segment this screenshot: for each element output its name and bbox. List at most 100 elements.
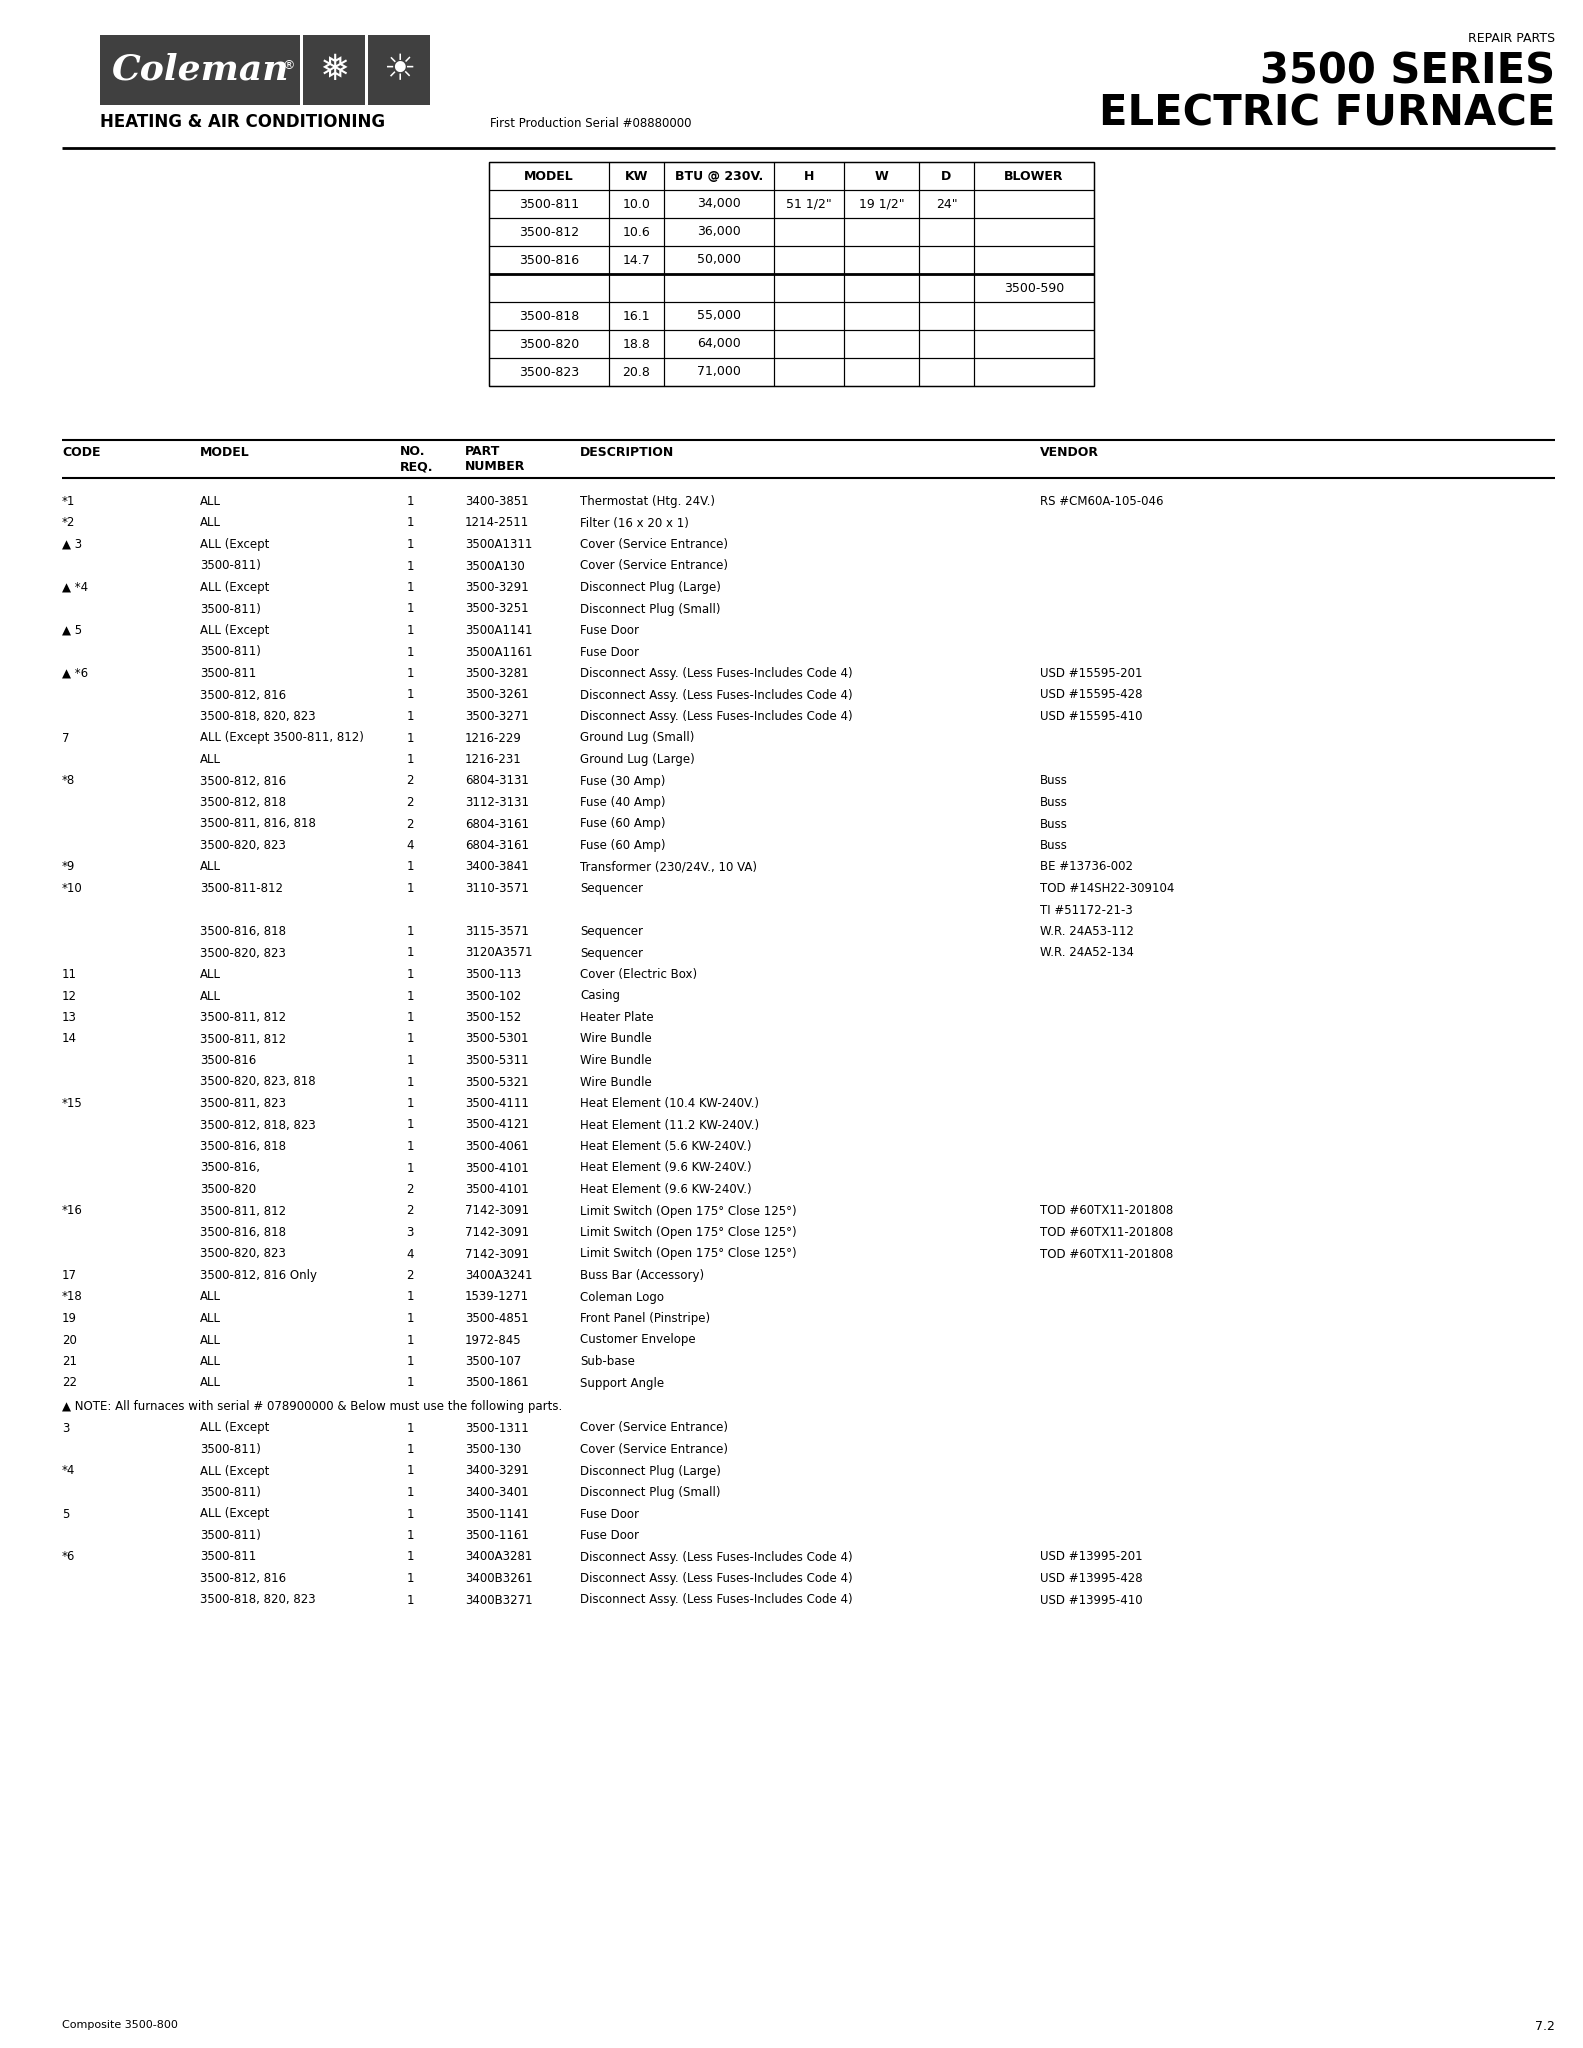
Text: 3500-811): 3500-811) xyxy=(199,1487,261,1499)
Text: 3500-811, 823: 3500-811, 823 xyxy=(199,1098,287,1110)
Text: 1: 1 xyxy=(407,926,413,938)
Bar xyxy=(663,217,774,246)
Text: 3500-811: 3500-811 xyxy=(199,1550,256,1563)
Text: 3500-113: 3500-113 xyxy=(465,969,521,981)
Text: NUMBER: NUMBER xyxy=(465,461,526,473)
Text: Heat Element (11.2 KW-240V.): Heat Element (11.2 KW-240V.) xyxy=(579,1118,760,1130)
Text: 3500-812, 816 Only: 3500-812, 816 Only xyxy=(199,1270,317,1282)
Text: 1972-845: 1972-845 xyxy=(465,1333,522,1346)
Text: 3500-820, 823: 3500-820, 823 xyxy=(199,946,287,961)
Text: 1: 1 xyxy=(407,1141,413,1153)
Text: 3400-3841: 3400-3841 xyxy=(465,860,529,874)
Bar xyxy=(844,246,920,274)
Text: 1: 1 xyxy=(407,1507,413,1520)
Bar xyxy=(920,301,974,330)
Text: 1: 1 xyxy=(407,688,413,702)
Text: *6: *6 xyxy=(62,1550,76,1563)
Text: 3500-811): 3500-811) xyxy=(199,602,261,616)
Text: 3500-818: 3500-818 xyxy=(519,309,579,322)
Text: ALL: ALL xyxy=(199,1356,222,1368)
Text: REQ.: REQ. xyxy=(400,461,434,473)
Text: Customer Envelope: Customer Envelope xyxy=(579,1333,695,1346)
Text: Disconnect Plug (Small): Disconnect Plug (Small) xyxy=(579,1487,720,1499)
Text: Disconnect Assy. (Less Fuses-Includes Code 4): Disconnect Assy. (Less Fuses-Includes Co… xyxy=(579,1573,853,1585)
Bar xyxy=(774,330,844,358)
Text: ALL: ALL xyxy=(199,1376,222,1389)
Text: D: D xyxy=(942,170,951,182)
Text: 3500-811, 812: 3500-811, 812 xyxy=(199,1204,287,1217)
Text: Casing: Casing xyxy=(579,989,621,1004)
Bar xyxy=(302,35,366,104)
Text: 3500 SERIES: 3500 SERIES xyxy=(1260,49,1555,92)
Text: 1214-2511: 1214-2511 xyxy=(465,516,529,530)
Text: Filter (16 x 20 x 1): Filter (16 x 20 x 1) xyxy=(579,516,689,530)
Text: 3500-3261: 3500-3261 xyxy=(465,688,529,702)
Bar xyxy=(489,301,609,330)
Text: TOD #60TX11-201808: TOD #60TX11-201808 xyxy=(1040,1227,1173,1239)
Text: 3500-816: 3500-816 xyxy=(199,1055,256,1067)
Text: 11: 11 xyxy=(62,969,78,981)
Bar xyxy=(974,162,1094,190)
Text: ALL (Except 3500-811, 812): ALL (Except 3500-811, 812) xyxy=(199,731,364,745)
Text: 1: 1 xyxy=(407,1118,413,1130)
Text: 3500-3281: 3500-3281 xyxy=(465,668,529,680)
Text: 3500-812, 818: 3500-812, 818 xyxy=(199,797,287,809)
Text: 3500-5321: 3500-5321 xyxy=(465,1075,529,1087)
Text: Heat Element (5.6 KW-240V.): Heat Element (5.6 KW-240V.) xyxy=(579,1141,752,1153)
Text: Buss: Buss xyxy=(1040,840,1069,852)
Text: 1: 1 xyxy=(407,754,413,766)
Text: 3500-4101: 3500-4101 xyxy=(465,1184,529,1196)
Text: ❅: ❅ xyxy=(318,53,350,86)
Bar xyxy=(774,274,844,301)
Bar xyxy=(489,358,609,385)
Text: 1: 1 xyxy=(407,731,413,745)
Text: ®: ® xyxy=(282,59,294,72)
Text: Thermostat (Htg. 24V.): Thermostat (Htg. 24V.) xyxy=(579,496,716,508)
Text: 3500-820: 3500-820 xyxy=(519,338,579,350)
Text: 3500-818, 820, 823: 3500-818, 820, 823 xyxy=(199,711,315,723)
Bar xyxy=(489,162,609,190)
Text: 3500-812, 818, 823: 3500-812, 818, 823 xyxy=(199,1118,315,1130)
Text: 1216-229: 1216-229 xyxy=(465,731,522,745)
Text: 3500-812, 816: 3500-812, 816 xyxy=(199,688,287,702)
Text: 3500-4111: 3500-4111 xyxy=(465,1098,529,1110)
Text: 2: 2 xyxy=(407,797,413,809)
Text: 3400B3261: 3400B3261 xyxy=(465,1573,532,1585)
Bar xyxy=(920,330,974,358)
Text: 1: 1 xyxy=(407,1593,413,1606)
Text: 1: 1 xyxy=(407,1573,413,1585)
Bar xyxy=(774,162,844,190)
Text: ALL: ALL xyxy=(199,1313,222,1325)
Text: 1539-1271: 1539-1271 xyxy=(465,1290,529,1303)
Text: 3500A1161: 3500A1161 xyxy=(465,645,532,659)
Text: Cover (Electric Box): Cover (Electric Box) xyxy=(579,969,697,981)
Text: 3500-4121: 3500-4121 xyxy=(465,1118,529,1130)
Text: W.R. 24A53-112: W.R. 24A53-112 xyxy=(1040,926,1133,938)
Text: 4: 4 xyxy=(407,840,413,852)
Text: 1216-231: 1216-231 xyxy=(465,754,522,766)
Text: 1: 1 xyxy=(407,969,413,981)
Text: 17: 17 xyxy=(62,1270,78,1282)
Text: 3500A1311: 3500A1311 xyxy=(465,539,532,551)
Text: 3500-818, 820, 823: 3500-818, 820, 823 xyxy=(199,1593,315,1606)
Text: ALL: ALL xyxy=(199,989,222,1004)
Text: 3500-811): 3500-811) xyxy=(199,1530,261,1542)
Text: MODEL: MODEL xyxy=(199,446,250,459)
Bar xyxy=(489,162,1094,385)
Text: 1: 1 xyxy=(407,989,413,1004)
Text: 20.8: 20.8 xyxy=(622,365,651,379)
Text: 3500A130: 3500A130 xyxy=(465,559,524,573)
Text: 18.8: 18.8 xyxy=(622,338,651,350)
Text: Wire Bundle: Wire Bundle xyxy=(579,1075,652,1087)
Text: 3500-811, 812: 3500-811, 812 xyxy=(199,1032,287,1044)
Text: Fuse Door: Fuse Door xyxy=(579,1507,640,1520)
Text: 2: 2 xyxy=(407,1184,413,1196)
Text: VENDOR: VENDOR xyxy=(1040,446,1099,459)
Text: ALL: ALL xyxy=(199,1333,222,1346)
Text: 2: 2 xyxy=(407,774,413,788)
Text: ALL: ALL xyxy=(199,1290,222,1303)
Text: 3500-816,: 3500-816, xyxy=(199,1161,260,1174)
Text: *4: *4 xyxy=(62,1464,76,1477)
Bar xyxy=(774,301,844,330)
Text: Composite 3500-800: Composite 3500-800 xyxy=(62,2019,177,2030)
